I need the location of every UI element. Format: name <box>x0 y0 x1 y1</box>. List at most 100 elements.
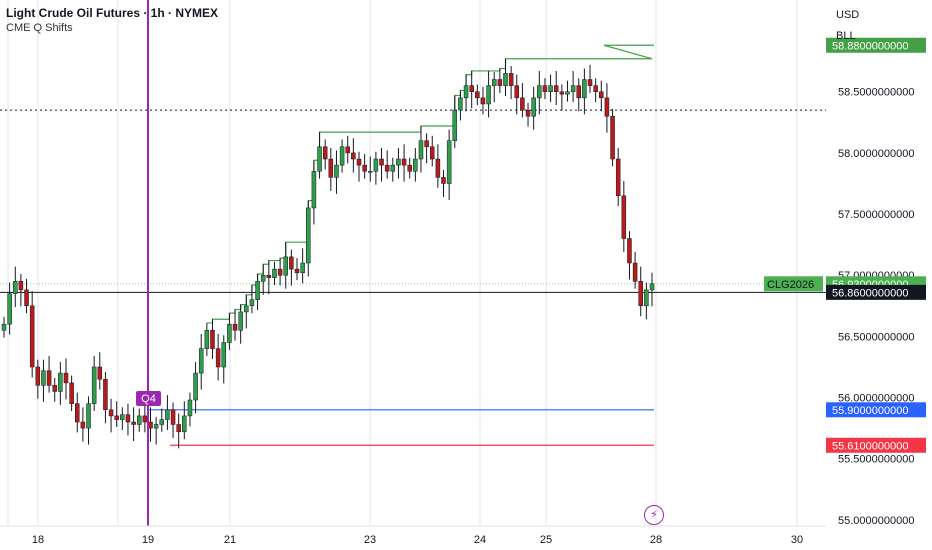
candle-body <box>576 85 581 99</box>
candle-body <box>356 158 362 166</box>
candle-body <box>463 85 469 99</box>
price-tag <box>826 402 926 418</box>
candle-body <box>632 262 638 282</box>
x-tick-label: 18 <box>32 534 44 546</box>
candle-body <box>587 79 593 86</box>
candle-body <box>221 342 227 368</box>
candle-body <box>86 403 91 429</box>
y-tick-label: 57.5000000000 <box>838 209 914 221</box>
candle-body <box>491 79 497 86</box>
candle-body <box>441 177 446 184</box>
candle-body <box>621 195 627 239</box>
candle-body <box>604 97 610 117</box>
candle-body <box>232 323 238 331</box>
candle-body <box>108 409 114 417</box>
candle-body <box>469 85 474 92</box>
price-tag-label: 58.8800000000 <box>832 40 908 52</box>
candle-body <box>407 164 412 172</box>
candle-body <box>351 152 356 160</box>
candle-body <box>531 97 536 117</box>
candle-body <box>514 85 520 99</box>
candle-body <box>198 348 204 374</box>
candle-body <box>114 415 119 420</box>
candle-body <box>520 97 525 111</box>
candle-body <box>553 85 559 92</box>
candle-body <box>75 403 80 423</box>
y-tick-label: 55.5000000000 <box>838 454 914 466</box>
candle-body <box>249 299 255 307</box>
candle-body <box>18 281 24 291</box>
chart-grid <box>7 0 798 526</box>
y-tick-label: 56.5000000000 <box>838 331 914 343</box>
indicator-label[interactable]: CME Q Shifts <box>6 22 73 34</box>
candle-body <box>125 414 131 423</box>
candle-body <box>638 281 643 307</box>
price-tag <box>826 437 926 453</box>
candle-body <box>136 415 142 425</box>
candle-body <box>63 372 69 384</box>
candle-body <box>91 366 97 404</box>
session-badge-label: Q4 <box>141 393 156 405</box>
candle-body <box>548 85 553 92</box>
x-tick-label: 21 <box>224 534 236 546</box>
candle-body <box>176 424 181 433</box>
candle-body <box>131 421 136 425</box>
price-tag-label: 55.6100000000 <box>832 440 908 452</box>
candle-body <box>334 164 339 178</box>
candle-body <box>244 305 249 313</box>
candle-body <box>29 305 35 368</box>
candle-body <box>182 415 187 433</box>
candle-body <box>503 73 508 86</box>
candle-body <box>475 91 480 99</box>
symbol-tag <box>764 276 823 292</box>
candle-body <box>429 146 435 160</box>
session-badge <box>136 391 161 406</box>
y-tick-label: 55.0000000000 <box>838 515 914 527</box>
candle-body <box>368 171 373 173</box>
candle-body <box>255 281 260 300</box>
candle-body <box>1 323 7 331</box>
x-tick-label: 28 <box>650 534 662 546</box>
candle-body <box>644 289 649 307</box>
candle-body <box>238 311 243 331</box>
candle-body <box>565 91 570 95</box>
candle-body <box>570 85 576 92</box>
candle-body <box>260 274 266 282</box>
candle-body <box>435 158 441 178</box>
candle-body <box>413 158 418 172</box>
unit-label-bll[interactable]: BLL <box>836 30 856 42</box>
candle-body <box>277 268 283 276</box>
candle-body <box>649 283 655 291</box>
candle-body <box>311 171 317 209</box>
session-marker: Q4 <box>136 0 161 526</box>
candle-body <box>69 382 74 404</box>
candle-body <box>24 289 29 307</box>
candle-body <box>384 164 390 172</box>
x-tick-label: 23 <box>364 534 376 546</box>
candle-body <box>424 140 429 148</box>
candle-body <box>390 164 396 172</box>
candle-body <box>193 372 198 401</box>
currency-label-usd[interactable]: USD <box>836 9 860 21</box>
candle-body <box>306 207 311 264</box>
candle-body <box>187 399 193 417</box>
time-axis: 18 19 21 23 24 25 28 30 <box>0 525 826 546</box>
candle-body <box>593 85 598 92</box>
candle-body <box>373 158 379 172</box>
candle-body <box>452 109 458 141</box>
candle-body <box>610 115 615 160</box>
lightning-icon[interactable]: ⚡ <box>644 505 664 525</box>
candle-body <box>35 366 41 386</box>
price-tag-label: 55.9000000000 <box>832 405 908 417</box>
candle-body <box>210 330 215 349</box>
candle-body <box>215 348 221 368</box>
y-tick-label: 58.0000000000 <box>838 148 914 160</box>
candle-body <box>362 164 367 172</box>
candle-body <box>317 146 322 172</box>
x-tick-label: 25 <box>540 534 552 546</box>
candle-body <box>103 378 108 411</box>
candle-body <box>153 424 159 429</box>
candle-body <box>58 372 63 392</box>
candle-body <box>446 140 452 184</box>
